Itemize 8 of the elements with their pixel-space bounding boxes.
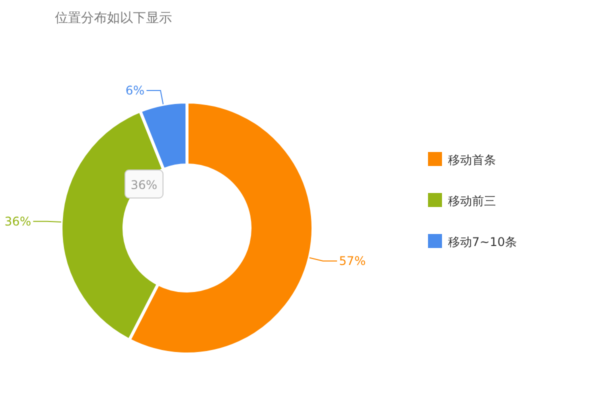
legend-label: 移动前三	[448, 194, 496, 208]
data-label: 36%	[4, 214, 32, 228]
data-label: 6%	[125, 84, 145, 98]
data-label: 57%	[339, 254, 366, 268]
chart-title: 位置分布如以下显示	[55, 11, 172, 26]
legend-label: 移动首条	[448, 153, 496, 167]
legend-label: 移动7~10条	[448, 235, 517, 249]
text: 36%	[130, 178, 158, 192]
